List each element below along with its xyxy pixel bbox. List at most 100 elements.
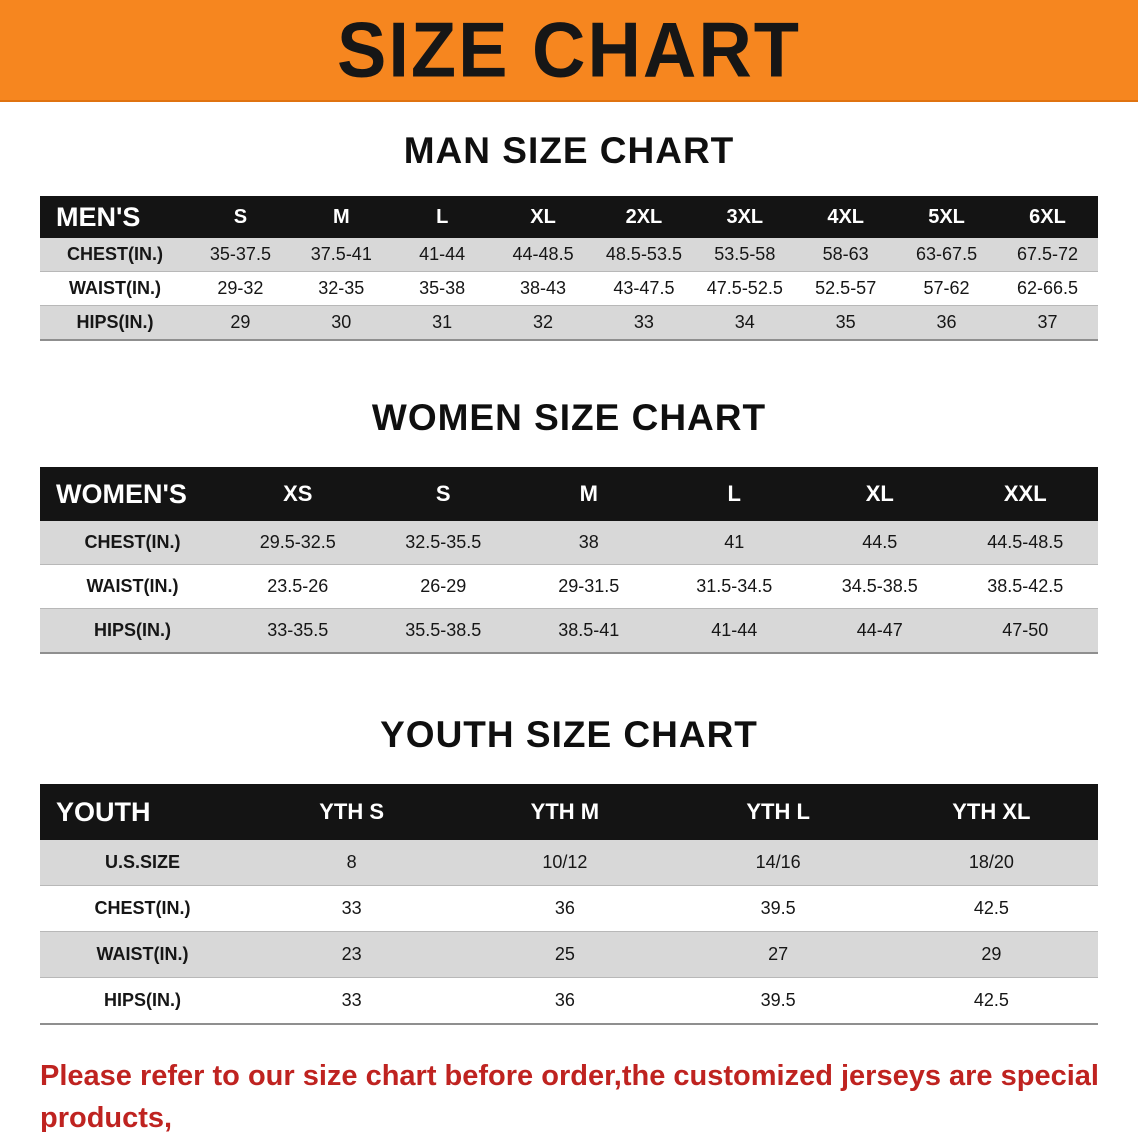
table-cell: 41-44	[391, 238, 493, 272]
footer-note: Please refer to our size chart before or…	[40, 1055, 1110, 1132]
table-cell: 39.5	[671, 885, 885, 932]
table-cell: 41-44	[661, 608, 807, 654]
row-label: CHEST(IN.)	[40, 885, 245, 932]
table-cell: 44-48.5	[492, 238, 594, 272]
youth-size-table: YOUTH YTH S YTH M YTH L YTH XL U.S.SIZE …	[40, 784, 1098, 1025]
table-cell: 33	[245, 977, 459, 1025]
table-cell: 63-67.5	[896, 238, 997, 272]
men-corner-label: MEN'S	[40, 196, 190, 238]
row-label: HIPS(IN.)	[40, 305, 190, 341]
table-cell: 43-47.5	[593, 271, 695, 306]
row-label: HIPS(IN.)	[40, 608, 225, 654]
column-header: M	[516, 467, 662, 521]
table-cell: 48.5-53.5	[593, 238, 695, 272]
column-header: L	[391, 196, 493, 238]
row-label: CHEST(IN.)	[40, 521, 225, 565]
column-header: XL	[807, 467, 953, 521]
table-row: HIPS(IN.) 33-35.5 35.5-38.5 38.5-41 41-4…	[40, 608, 1098, 654]
table-cell: 34	[694, 305, 796, 341]
table-cell: 26-29	[370, 564, 516, 609]
table-cell: 33	[593, 305, 695, 341]
table-cell: 62-66.5	[997, 271, 1098, 306]
table-cell: 52.5-57	[795, 271, 897, 306]
table-cell: 47.5-52.5	[694, 271, 796, 306]
table-row: U.S.SIZE 8 10/12 14/16 18/20	[40, 840, 1098, 886]
row-label: CHEST(IN.)	[40, 238, 190, 272]
table-cell: 25	[458, 931, 672, 978]
row-label: WAIST(IN.)	[40, 564, 225, 609]
table-cell: 23.5-26	[225, 564, 371, 609]
table-cell: 44.5	[807, 521, 953, 565]
table-row: WAIST(IN.) 29-32 32-35 35-38 38-43 43-47…	[40, 271, 1098, 306]
table-cell: 47-50	[952, 608, 1098, 654]
table-cell: 42.5	[884, 977, 1098, 1025]
women-corner-label: WOMEN'S	[40, 467, 225, 521]
youth-corner-label: YOUTH	[40, 784, 245, 840]
column-header: YTH M	[458, 784, 672, 840]
table-cell: 18/20	[884, 840, 1098, 886]
table-row: WAIST(IN.) 23.5-26 26-29 29-31.5 31.5-34…	[40, 564, 1098, 609]
table-cell: 34.5-38.5	[807, 564, 953, 609]
table-cell: 67.5-72	[997, 238, 1098, 272]
table-cell: 53.5-58	[694, 238, 796, 272]
table-row: WAIST(IN.) 23 25 27 29	[40, 931, 1098, 978]
table-cell: 58-63	[795, 238, 897, 272]
banner: SIZE CHART	[0, 0, 1138, 102]
row-label: U.S.SIZE	[40, 840, 245, 886]
table-cell: 36	[458, 885, 672, 932]
youth-header-row: YOUTH YTH S YTH M YTH L YTH XL	[40, 784, 1098, 840]
table-cell: 36	[458, 977, 672, 1025]
men-header-row: MEN'S S M L XL 2XL 3XL 4XL 5XL 6XL	[40, 196, 1098, 238]
column-header: XXL	[952, 467, 1098, 521]
women-header-row: WOMEN'S XS S M L XL XXL	[40, 467, 1098, 521]
table-cell: 57-62	[896, 271, 997, 306]
men-section-heading: MAN SIZE CHART	[403, 130, 735, 171]
table-cell: 38-43	[492, 271, 594, 306]
table-cell: 44.5-48.5	[952, 521, 1098, 565]
column-header: XL	[492, 196, 594, 238]
table-cell: 35.5-38.5	[370, 608, 516, 654]
table-cell: 37	[997, 305, 1098, 341]
table-cell: 8	[245, 840, 459, 886]
table-cell: 27	[671, 931, 885, 978]
column-header: M	[290, 196, 392, 238]
table-cell: 32-35	[290, 271, 392, 306]
table-cell: 44-47	[807, 608, 953, 654]
footer-note-line-1: Please refer to our size chart before or…	[40, 1060, 1099, 1132]
column-header: S	[190, 196, 291, 238]
table-cell: 31.5-34.5	[661, 564, 807, 609]
column-header: 3XL	[694, 196, 796, 238]
row-label: HIPS(IN.)	[40, 977, 245, 1025]
table-cell: 29-31.5	[516, 564, 662, 609]
column-header: YTH L	[671, 784, 885, 840]
table-cell: 35-38	[391, 271, 493, 306]
table-cell: 37.5-41	[290, 238, 392, 272]
table-cell: 39.5	[671, 977, 885, 1025]
table-cell: 33-35.5	[225, 608, 371, 654]
row-label: WAIST(IN.)	[40, 271, 190, 306]
table-cell: 38.5-41	[516, 608, 662, 654]
table-cell: 32	[492, 305, 594, 341]
table-row: HIPS(IN.) 33 36 39.5 42.5	[40, 977, 1098, 1025]
column-header: 4XL	[795, 196, 897, 238]
table-row: CHEST(IN.) 33 36 39.5 42.5	[40, 885, 1098, 932]
page-title: SIZE CHART	[337, 5, 801, 94]
women-size-table: WOMEN'S XS S M L XL XXL CHEST(IN.) 29.5-…	[40, 467, 1098, 654]
table-cell: 14/16	[671, 840, 885, 886]
table-cell: 41	[661, 521, 807, 565]
youth-section-heading: YOUTH SIZE CHART	[380, 714, 758, 755]
men-size-table: MEN'S S M L XL 2XL 3XL 4XL 5XL 6XL CHEST…	[40, 196, 1098, 341]
table-cell: 23	[245, 931, 459, 978]
column-header: YTH XL	[884, 784, 1098, 840]
table-cell: 38.5-42.5	[952, 564, 1098, 609]
table-cell: 42.5	[884, 885, 1098, 932]
column-header: S	[370, 467, 516, 521]
table-cell: 10/12	[458, 840, 672, 886]
table-cell: 30	[290, 305, 392, 341]
column-header: 5XL	[896, 196, 997, 238]
table-cell: 35-37.5	[190, 238, 291, 272]
table-cell: 33	[245, 885, 459, 932]
table-cell: 29	[190, 305, 291, 341]
table-row: CHEST(IN.) 29.5-32.5 32.5-35.5 38 41 44.…	[40, 521, 1098, 565]
